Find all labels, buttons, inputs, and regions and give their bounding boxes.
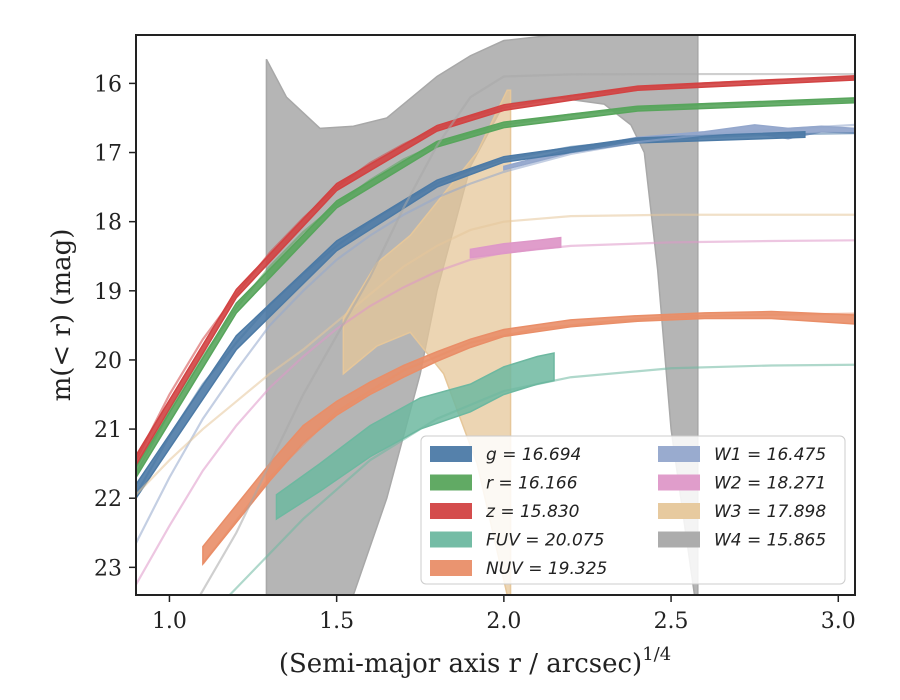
legend-box	[420, 435, 846, 585]
x-axis-label: (Semi-major axis r / arcsec)1/4	[279, 644, 671, 679]
y-axis-ticks: 16 17 18 19 20 21 22 23	[94, 72, 136, 581]
w4-legend-swatch	[658, 531, 700, 548]
w1-legend-label: W1 = 16.475	[714, 445, 826, 465]
w3-model-curve	[136, 213, 855, 496]
g-legend-label: g = 16.694	[486, 445, 581, 465]
z-legend-swatch	[430, 503, 472, 519]
legend: g = 16.694 r = 16.166 z = 15.830 FUV = 20.0…	[420, 435, 846, 585]
fuv-legend-label: FUV = 20.075	[486, 531, 604, 551]
y-axis-label: m(< r) (mag)	[47, 229, 77, 402]
y-tick-label: 20	[94, 349, 122, 374]
plot-frame	[135, 34, 856, 596]
w4-model-curve	[198, 72, 855, 595]
fuv-legend-swatch	[430, 531, 472, 548]
y-tick-label: 22	[94, 487, 122, 512]
r-model-curve	[136, 99, 855, 475]
y-tick-label: 17	[94, 142, 122, 167]
nuv-model-curve	[202, 312, 855, 565]
x-tick-label: 2.0	[486, 609, 521, 634]
nuv-band	[202, 310, 855, 567]
r-band	[136, 97, 855, 479]
fuv-model-curve	[228, 363, 855, 595]
w3-legend-label: W3 = 17.898	[714, 502, 826, 522]
y-tick-label: 18	[94, 211, 122, 236]
y-tick-label: 21	[94, 418, 122, 443]
r-legend-label: r = 16.166	[486, 474, 578, 494]
w2-legend-swatch	[658, 474, 700, 491]
w4-legend-label: W4 = 15.865	[714, 531, 826, 551]
x-tick-label: 1.0	[152, 609, 187, 634]
w3-legend-swatch	[658, 503, 700, 519]
w1-model-curve	[136, 123, 855, 544]
model-curves	[136, 72, 855, 595]
g-legend-swatch	[430, 446, 472, 462]
y-tick-label: 16	[94, 72, 122, 97]
w1-legend-swatch	[658, 446, 700, 462]
z-legend-label: z = 15.830	[485, 502, 579, 522]
x-tick-label: 3.0	[821, 609, 856, 634]
z-model-curve	[136, 76, 855, 461]
w2-model-curve	[136, 239, 855, 586]
y-tick-label: 19	[94, 280, 122, 305]
x-tick-label: 1.5	[319, 609, 354, 634]
x-axis-ticks: 1.0 1.5 2.0 2.5 3.0	[152, 595, 856, 634]
nuv-legend-label: NUV = 19.325	[486, 559, 607, 579]
x-tick-label: 2.5	[654, 609, 689, 634]
r-legend-swatch	[430, 474, 472, 491]
nuv-legend-swatch	[430, 560, 472, 576]
w2-legend-label: W2 = 18.271	[714, 474, 826, 494]
y-tick-label: 23	[94, 556, 122, 581]
w3-band	[342, 89, 512, 595]
